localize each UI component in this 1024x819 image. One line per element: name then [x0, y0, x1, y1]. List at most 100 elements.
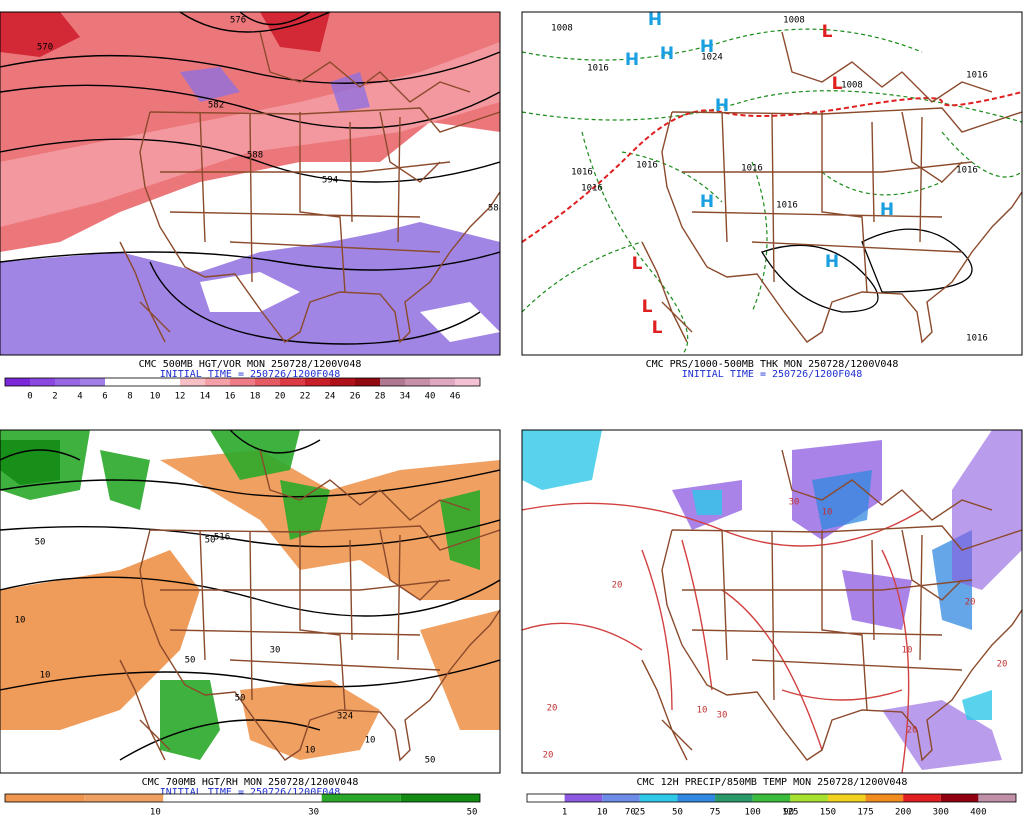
contour-label: 10 — [305, 746, 316, 756]
initial-time: INITIAL TIME = 250726/1200F048 — [160, 369, 341, 380]
map-panel: 30 20 10 20 10 30 20 20 20 20 10 CMC 12H PRECIP/850… — [521, 429, 1023, 818]
border-line — [119, 241, 171, 343]
border-line — [641, 241, 693, 343]
legend-label: 10 — [150, 808, 161, 818]
contour-label: 570 — [37, 43, 53, 53]
legend-label: 28 — [375, 392, 386, 402]
contour-label: 10 — [822, 508, 833, 518]
low-marker: L — [652, 318, 663, 338]
legend-label: 14 — [200, 392, 211, 402]
contour-label: 1008 — [841, 81, 863, 91]
legend-label: 22 — [300, 392, 311, 402]
border-line — [641, 659, 693, 761]
field-shade — [522, 430, 602, 490]
legend-swatch — [455, 378, 480, 386]
border-line — [259, 449, 471, 521]
contour-label: 1016 — [966, 334, 988, 344]
legend-label: 400 — [970, 808, 986, 818]
map-panel: 570 576 582 588 594 588 CMC 500MB HGT/VOR MON … — [0, 11, 504, 402]
high-marker: H — [825, 252, 839, 272]
contour-label: 10 — [697, 706, 708, 716]
contour-label: 10 — [365, 736, 376, 746]
legend-label: 25 — [634, 808, 645, 818]
legend-swatch — [752, 794, 791, 802]
contour-line — [179, 12, 331, 33]
contour-line — [0, 251, 500, 271]
border-line — [149, 107, 500, 133]
legend-swatch — [305, 378, 330, 386]
contour-line — [721, 589, 823, 751]
map-frame — [521, 429, 1023, 774]
low-marker: L — [632, 254, 643, 274]
legend-label: 50 — [467, 808, 478, 818]
contour-label: 582 — [208, 101, 224, 111]
legend-label: 175 — [857, 808, 873, 818]
legend-swatch — [380, 378, 405, 386]
caption: CMC 12H PRECIP/850MB TEMP MON 250728/120… — [637, 777, 908, 788]
high-marker: H — [880, 200, 894, 220]
legend-swatch — [527, 794, 565, 802]
legend-frame — [4, 793, 481, 803]
legend-label: 12 — [175, 392, 186, 402]
legend-swatch — [715, 794, 753, 802]
contour-line — [681, 539, 713, 691]
contour-label: 20 — [907, 726, 918, 736]
contour-line — [581, 131, 689, 355]
legend-label: 26 — [350, 392, 361, 402]
legend-label: 8 — [127, 392, 132, 402]
contour-label: 594 — [322, 176, 338, 186]
legend-swatch — [978, 794, 1016, 802]
legend-swatch — [330, 378, 355, 386]
field-shade — [0, 430, 330, 540]
contour-label: 1008 — [551, 24, 573, 34]
legend-label: 1 — [562, 808, 567, 818]
contour-label: 10 — [15, 616, 26, 626]
legend-swatch — [903, 794, 941, 802]
legend-swatch — [163, 794, 243, 802]
legend-swatch — [5, 794, 85, 802]
legend-swatch — [430, 378, 455, 386]
contour-line — [0, 84, 500, 129]
contour-line — [0, 51, 500, 84]
border-line — [661, 111, 1022, 344]
legend-label: 16 — [225, 392, 236, 402]
caption: CMC PRS/1000-500MB THK MON 250728/1200V0… — [646, 359, 899, 370]
legend-label: 10 — [150, 392, 161, 402]
legend-label: 18 — [250, 392, 261, 402]
contour-line — [0, 519, 500, 548]
legend-swatch — [84, 794, 164, 802]
legend-swatch — [564, 794, 603, 802]
contour-label: 1016 — [587, 64, 609, 74]
legend-swatch — [639, 794, 678, 802]
contour-label: 1024 — [701, 53, 723, 63]
contour-label: 1016 — [581, 184, 603, 194]
legend-label: 4 — [77, 392, 82, 402]
border-line — [160, 529, 451, 711]
field-shade — [240, 610, 500, 760]
contour-line — [941, 131, 1022, 178]
legend-swatch — [790, 794, 828, 802]
contour-label: 588 — [488, 204, 504, 214]
contour-label: 1008 — [783, 16, 805, 26]
high-marker: H — [715, 96, 729, 116]
field-shade — [160, 450, 500, 600]
legend-label: 0 — [27, 392, 32, 402]
contour-label: 50 — [185, 656, 196, 666]
field-shade — [812, 470, 972, 630]
contour-label: 30 — [270, 646, 281, 656]
high-marker: H — [700, 37, 714, 57]
field-shade — [882, 430, 1022, 770]
caption: CMC 500MB HGT/VOR MON 250728/1200V048 — [139, 359, 362, 370]
legend-label: 150 — [820, 808, 836, 818]
map-area: 570 576 582 588 594 588 — [0, 12, 504, 355]
low-marker: L — [822, 22, 833, 42]
legend-frame — [4, 377, 481, 387]
caption: CMC 700MB HGT/RH MON 250728/1200V048 — [142, 777, 359, 788]
legend-label: 20 — [275, 392, 286, 402]
map-area: 30 20 10 20 10 30 20 20 20 20 10 — [522, 430, 1022, 773]
map-frame — [0, 11, 501, 356]
field-shade — [0, 440, 60, 485]
border-line — [781, 31, 993, 103]
